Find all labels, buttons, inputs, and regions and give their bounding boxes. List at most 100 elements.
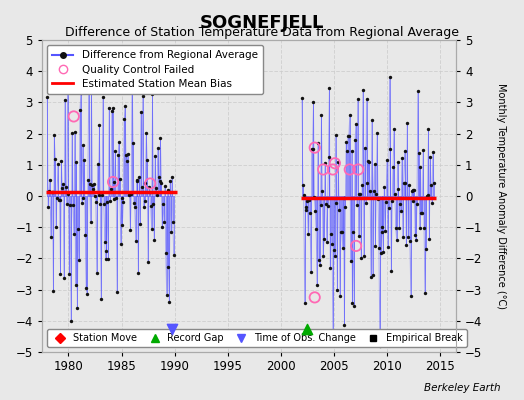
Point xyxy=(155,174,163,180)
Point xyxy=(310,194,319,200)
Point xyxy=(133,177,141,184)
Point xyxy=(68,130,76,136)
Point xyxy=(144,258,152,265)
Point xyxy=(399,234,407,240)
Point xyxy=(63,75,72,82)
Point xyxy=(299,182,307,188)
Point xyxy=(339,244,347,251)
Point xyxy=(354,96,362,102)
Point xyxy=(49,288,58,294)
Point xyxy=(332,200,341,206)
Point xyxy=(335,206,343,213)
Point xyxy=(156,135,165,141)
Point xyxy=(46,176,54,183)
Point xyxy=(110,179,118,185)
Y-axis label: Monthly Temperature Anomaly Difference (°C): Monthly Temperature Anomaly Difference (… xyxy=(496,83,506,309)
Point xyxy=(162,292,171,298)
Point xyxy=(159,200,167,207)
Point xyxy=(65,270,73,277)
Point xyxy=(138,92,147,99)
Point xyxy=(154,145,162,152)
Point xyxy=(147,226,156,232)
Point xyxy=(321,160,329,166)
Point xyxy=(377,250,385,256)
Point xyxy=(351,136,359,143)
Point xyxy=(400,148,409,154)
Point xyxy=(53,161,62,167)
Text: SOGNEFJELL: SOGNEFJELL xyxy=(200,14,324,32)
Point xyxy=(167,229,175,235)
Point xyxy=(52,224,60,230)
Point xyxy=(300,192,308,199)
Point xyxy=(375,245,383,252)
Point xyxy=(77,90,85,96)
Point xyxy=(48,189,57,196)
Point xyxy=(399,180,408,186)
Point xyxy=(329,166,337,173)
Point xyxy=(424,126,433,132)
Point xyxy=(57,158,66,164)
Point xyxy=(89,186,97,192)
Point xyxy=(69,202,77,208)
Point xyxy=(336,293,344,300)
Point xyxy=(395,224,403,231)
Point xyxy=(128,62,136,68)
Point xyxy=(72,159,81,165)
Point xyxy=(373,130,381,136)
Point xyxy=(347,148,356,154)
Point xyxy=(98,192,106,198)
Point xyxy=(110,196,118,202)
Point xyxy=(152,192,161,198)
Point xyxy=(160,218,168,225)
Point xyxy=(324,154,333,160)
Point xyxy=(388,198,396,204)
Point xyxy=(372,191,380,197)
Point xyxy=(426,154,434,161)
Point xyxy=(127,191,135,197)
Point xyxy=(394,186,402,192)
Point xyxy=(389,164,397,170)
Point xyxy=(422,192,431,199)
Point xyxy=(325,84,334,91)
Point xyxy=(140,198,149,204)
Point xyxy=(385,74,394,80)
Point xyxy=(342,138,351,145)
Point xyxy=(302,206,311,213)
Point xyxy=(164,264,172,270)
Point xyxy=(330,247,338,254)
Point xyxy=(305,210,314,216)
Point xyxy=(117,195,126,202)
Point xyxy=(376,342,384,349)
Point xyxy=(83,290,91,297)
Point xyxy=(95,122,104,128)
Point xyxy=(107,108,116,115)
Point xyxy=(359,253,368,259)
Point xyxy=(363,180,372,187)
Point xyxy=(391,191,399,197)
Point xyxy=(56,197,64,203)
Point xyxy=(348,300,356,306)
Point xyxy=(349,229,357,236)
Point xyxy=(413,200,421,207)
Point xyxy=(396,201,405,208)
Point xyxy=(168,174,176,180)
Point xyxy=(116,241,125,247)
Point xyxy=(91,193,99,200)
Point xyxy=(317,112,325,118)
Point xyxy=(316,202,325,208)
Point xyxy=(88,182,96,188)
Point xyxy=(100,201,108,208)
Point xyxy=(112,195,121,202)
Point xyxy=(113,289,121,295)
Point xyxy=(114,152,122,159)
Point xyxy=(343,148,351,154)
Point xyxy=(381,228,389,234)
Point xyxy=(307,269,315,276)
Point xyxy=(121,103,129,110)
Point xyxy=(298,95,306,101)
Point xyxy=(425,236,433,242)
Point xyxy=(319,166,328,173)
Point xyxy=(94,192,103,198)
Point xyxy=(96,200,104,207)
Point xyxy=(170,252,178,258)
